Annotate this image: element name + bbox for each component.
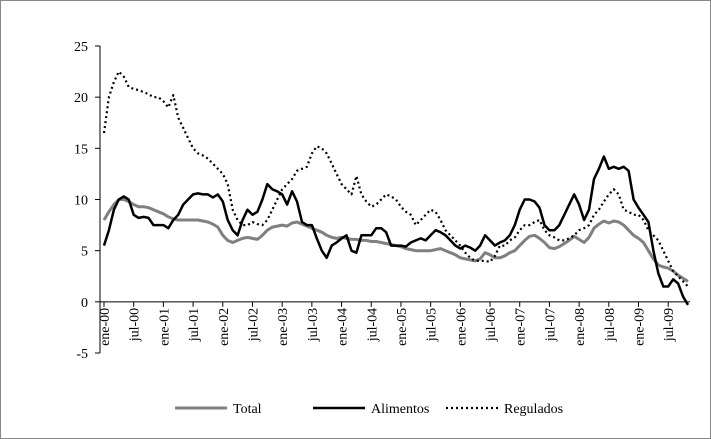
x-tick-label: ene-02	[217, 308, 232, 346]
y-tick-label: -5	[76, 347, 88, 362]
x-tick-label: jul-01	[187, 308, 202, 342]
x-tick-label: jul-02	[246, 308, 261, 342]
x-tick-label: ene-04	[336, 308, 351, 346]
legend-label: Total	[233, 402, 262, 417]
x-tick-label: jul-00	[128, 308, 143, 342]
y-tick-label: 5	[81, 245, 88, 260]
y-tick-label: 25	[74, 40, 88, 55]
x-tick-label: ene-05	[395, 308, 410, 346]
x-tick-label: jul-05	[425, 308, 440, 342]
x-tick-label: ene-07	[514, 308, 529, 346]
x-tick-label: jul-04	[365, 308, 380, 342]
x-tick-label: ene-06	[454, 308, 469, 346]
x-tick-label: ene-08	[573, 308, 588, 346]
x-tick-label: jul-07	[543, 308, 558, 342]
series-line	[102, 70, 689, 288]
y-tick-label: 15	[74, 142, 88, 157]
x-tick-label: ene-01	[157, 308, 172, 346]
x-tick-label: ene-00	[98, 308, 113, 346]
y-tick-label: 10	[74, 194, 88, 209]
legend-label: Alimentos	[371, 402, 429, 417]
y-tick-label: 20	[74, 91, 88, 106]
legend-label: Regulados	[504, 402, 563, 417]
series-line	[102, 155, 690, 306]
x-tick-label: jul-06	[484, 308, 499, 342]
x-tick-label: jul-03	[306, 308, 321, 342]
y-tick-label: 0	[81, 296, 88, 311]
x-tick-label: jul-08	[603, 308, 618, 342]
x-tick-label: ene-03	[276, 308, 291, 346]
x-tick-label: jul-09	[662, 308, 677, 342]
x-tick-label: ene-09	[633, 308, 648, 346]
